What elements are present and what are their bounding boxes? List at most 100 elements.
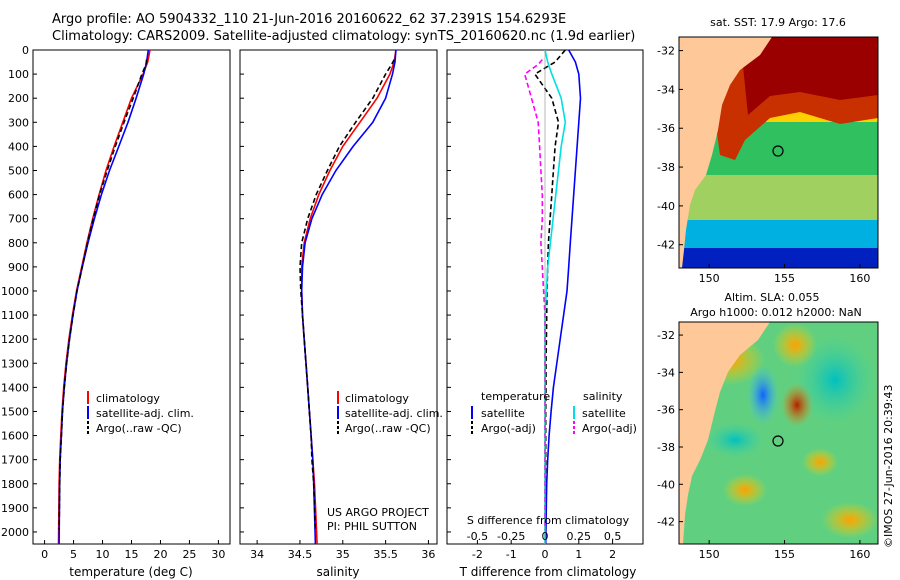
credit-pi: PI: PHIL SUTTON (327, 520, 417, 533)
legend-sal-satellite: satellite (582, 407, 626, 420)
sal-lines (299, 49, 397, 545)
lat-tick-label: -38 (657, 161, 675, 174)
sst-map-title: sat. SST: 17.9 Argo: 17.6 (710, 16, 846, 29)
sla-map: Altim. SLA: 0.055 Argo h1000: 0.012 h200… (657, 291, 879, 561)
legend-argo: Argo(..raw -QC) (96, 422, 182, 435)
lon-tick-label: 155 (774, 272, 795, 285)
legend-temp-argo: Argo(-adj) (481, 422, 536, 435)
depth-tick-label: 1400 (1, 381, 29, 394)
depth-tick-label: 200 (8, 92, 29, 105)
lat-tick-label: -42 (657, 516, 675, 529)
lat-tick-label: -36 (657, 122, 675, 135)
depth-tick-label: 700 (8, 213, 29, 226)
depth-tick-label: 1600 (1, 430, 29, 443)
depth-tick-label: 900 (8, 261, 29, 274)
depth-tick-label: 1900 (1, 502, 29, 515)
sst-map: sat. SST: 17.9 Argo: 17.6 -32 -34 -36 -38 -4… (657, 16, 879, 285)
temp-x-ticks: 0 5 10 15 20 25 30 (41, 540, 225, 561)
sst-cool-band (679, 220, 878, 248)
s-tick-label: -0.25 (497, 530, 525, 543)
sal-axes-box (239, 49, 438, 545)
diff-lines (523, 49, 582, 545)
sst-argo-location-marker (772, 145, 784, 157)
sla-argo-location-marker (772, 435, 784, 447)
x-tick-label: 5 (70, 548, 77, 561)
series-line-salinity-argo-adj- (523, 59, 546, 530)
x-tick-label: 0 (542, 548, 549, 561)
x-tick-label: 30 (211, 548, 225, 561)
credit-project: US ARGO PROJECT (327, 506, 429, 519)
depth-tick-label: 100 (8, 68, 29, 81)
depth-tick-label: 300 (8, 116, 29, 129)
lon-tick-label: 160 (849, 272, 870, 285)
x-tick-label: 0 (41, 548, 48, 561)
s-tick-label: 0 (542, 530, 549, 543)
legend-salinity-title: salinity (583, 390, 623, 403)
s-tick-label: 0.5 (604, 530, 622, 543)
x-tick-label: -1 (506, 548, 517, 561)
series-line-temperature-argo-adj- (533, 49, 566, 530)
sal-x-ticks: 34 34.5 35 35.5 36 (250, 540, 435, 561)
depth-tick-label: 2000 (1, 526, 29, 539)
legend-temperature-title: temperature (481, 390, 550, 403)
header-line2: Climatology: CARS2009. Satellite-adjuste… (52, 29, 636, 44)
legend-climatology: climatology (96, 392, 160, 405)
temp-axes-box (32, 49, 231, 545)
sla-blob-yellow2 (822, 502, 878, 538)
x-tick-label: 10 (96, 548, 110, 561)
s-diff-label: S difference from climatology (467, 514, 630, 527)
header-line1: Argo profile: AO 5904332_110 21-Jun-2016… (52, 12, 567, 27)
depth-tick-label: 800 (8, 237, 29, 250)
x-tick-label: 20 (153, 548, 167, 561)
sla-blob-cyan (795, 335, 875, 425)
lat-tick-label: -40 (657, 478, 675, 491)
diff-xlabel: T difference from climatology (459, 565, 637, 579)
sla-blob-cyan2 (705, 422, 765, 458)
salinity-panel: 34 34.5 35 35.5 36 salinity climatology sate… (239, 49, 443, 579)
depth-tick-label: 1200 (1, 333, 29, 346)
lon-tick-label: 160 (849, 548, 870, 561)
temp-lines (57, 49, 151, 545)
sla-map-title2: Argo h1000: 0.012 h2000: NaN (690, 306, 862, 319)
x-tick-label: 35 (336, 548, 350, 561)
legend-climatology: climatology (345, 392, 409, 405)
sst-map-frame (678, 36, 879, 269)
sst-lon-ticks: 150 155 160 (699, 264, 870, 285)
depth-tick-label: 1000 (1, 285, 29, 298)
series-line-climatology (57, 49, 151, 545)
lat-tick-label: -42 (657, 239, 675, 252)
series-line-satellite-adj-clim- (300, 49, 397, 545)
depth-tick-label: 1100 (1, 309, 29, 322)
sla-map-title1: Altim. SLA: 0.055 (724, 291, 819, 304)
lat-tick-label: -32 (657, 45, 675, 58)
s-tick-label: 0.25 (567, 530, 592, 543)
depth-tick-label: 600 (8, 189, 29, 202)
x-tick-label: 1 (575, 548, 582, 561)
x-tick-label: 15 (125, 548, 139, 561)
sal-xlabel: salinity (316, 565, 359, 579)
legend-temp-satellite: satellite (481, 407, 525, 420)
depth-tick-label: 1700 (1, 454, 29, 467)
sla-blob-blue (747, 365, 779, 425)
temp-depth-ticks: 0 100 200 300 400 500 600 700 800 900 1000 1100 1200… (1, 44, 37, 539)
temperature-panel: 0100200300400500600700800900100011001200… (1, 44, 231, 579)
series-line-temperature-satellite (544, 49, 582, 545)
lat-tick-label: -40 (657, 200, 675, 213)
series-line-satellite-adj-clim- (58, 49, 150, 545)
sst-mid-band (679, 175, 878, 220)
s-diff-ticks: -0.5 -0.25 0 0.25 0.5 (467, 530, 622, 543)
depth-tick-label: 500 (8, 164, 29, 177)
depth-tick-label: 1500 (1, 405, 29, 418)
sla-lon-ticks: 150 155 160 (699, 540, 870, 561)
x-tick-label: -2 (472, 548, 483, 561)
diff-legend: temperature satellite Argo(-adj) salinit… (471, 390, 637, 435)
legend-sal-argo: Argo(-adj) (582, 422, 637, 435)
series-line-climatology (300, 49, 397, 545)
imos-timestamp: ©IMOS 27-Jun-2016 20:39:43 (882, 384, 895, 548)
diff-x-ticks: -2 -1 0 1 2 (472, 540, 616, 561)
lon-tick-label: 155 (774, 548, 795, 561)
sst-hot-core (740, 37, 878, 115)
sst-lat-ticks: -32 -34 -36 -38 -40 -42 (657, 45, 683, 252)
sal-legend: climatology satellite-adj. clim. Argo(..… (337, 391, 443, 435)
